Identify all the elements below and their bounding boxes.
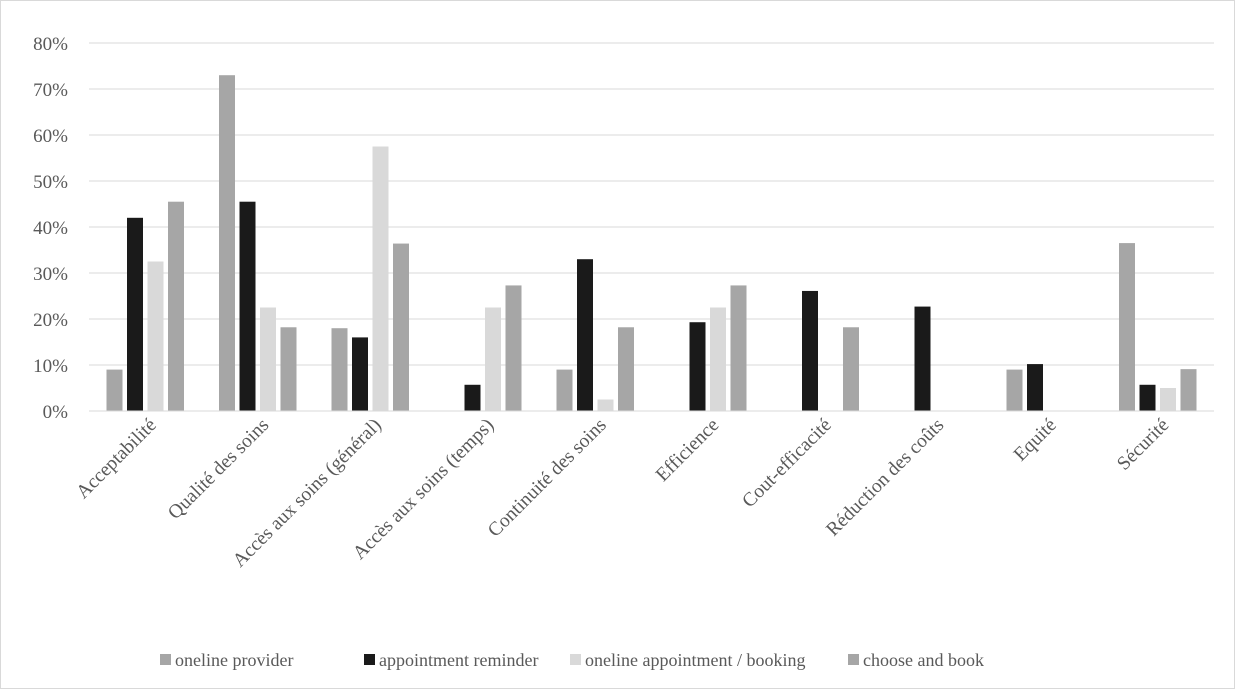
bar-oneline-provider xyxy=(106,369,123,411)
x-tick-label: Continuité des soins xyxy=(484,415,611,542)
bar-appointment-reminder xyxy=(577,259,593,411)
bar-appointment-reminder xyxy=(1027,364,1043,411)
bar-oneline-appointment-booking xyxy=(710,307,726,411)
bar-oneline-appointment-booking xyxy=(260,307,276,411)
legend-label: choose and book xyxy=(863,650,984,670)
bars xyxy=(106,75,1197,411)
x-tick-label: Sécurité xyxy=(1113,415,1173,475)
x-tick-label: Acceptabilité xyxy=(72,415,160,503)
y-tick-label: 70% xyxy=(33,80,68,101)
bar-choose-and-book xyxy=(618,327,634,411)
bar-oneline-appointment-booking xyxy=(147,261,164,411)
legend-swatch xyxy=(160,654,171,665)
bar-oneline-provider xyxy=(219,75,235,411)
y-tick-label: 10% xyxy=(33,356,68,377)
legend-label: oneline appointment / booking xyxy=(585,650,805,670)
bar-choose-and-book xyxy=(280,327,297,411)
bar-oneline-appointment-booking xyxy=(485,307,501,411)
legend-item: oneline appointment / booking xyxy=(570,650,805,670)
x-tick-label: Cout-efficacité xyxy=(738,415,835,512)
y-tick-label: 20% xyxy=(33,310,68,331)
bar-choose-and-book xyxy=(168,201,184,411)
bar-appointment-reminder xyxy=(689,322,706,411)
bar-appointment-reminder xyxy=(914,306,931,411)
bar-appointment-reminder xyxy=(239,201,256,411)
bar-choose-and-book xyxy=(393,243,409,411)
legend: oneline provider appointment reminder onel… xyxy=(160,650,984,670)
bar-oneline-provider xyxy=(1006,369,1023,411)
bar-choose-and-book xyxy=(1180,369,1197,411)
y-tick-label: 40% xyxy=(33,218,68,239)
legend-label: appointment reminder xyxy=(379,650,538,670)
x-tick-label: Equité xyxy=(1010,415,1061,466)
bar-oneline-appointment-booking xyxy=(372,146,389,411)
x-tick-label: Efficience xyxy=(652,415,723,486)
bar-oneline-provider xyxy=(1119,243,1135,411)
legend-swatch xyxy=(570,654,581,665)
bar-appointment-reminder xyxy=(352,337,368,411)
legend-item: appointment reminder xyxy=(364,650,538,670)
y-tick-label: 50% xyxy=(33,172,68,193)
bar-appointment-reminder xyxy=(802,290,818,411)
legend-label: oneline provider xyxy=(175,650,293,670)
y-tick-label: 80% xyxy=(33,34,68,55)
y-tick-label: 0% xyxy=(43,402,69,423)
legend-item: choose and book xyxy=(848,650,984,670)
bar-appointment-reminder xyxy=(464,384,481,411)
bar-oneline-appointment-booking xyxy=(597,399,614,411)
x-tick-label: Qualité des soins xyxy=(164,415,273,524)
legend-swatch xyxy=(848,654,859,665)
bar-oneline-provider xyxy=(331,328,348,411)
bar-choose-and-book xyxy=(505,285,522,411)
legend-item: oneline provider xyxy=(160,650,293,670)
bar-appointment-reminder xyxy=(127,217,143,411)
bar-choose-and-book xyxy=(843,327,859,411)
legend-swatch xyxy=(364,654,375,665)
y-tick-label: 30% xyxy=(33,264,68,285)
bar-oneline-appointment-booking xyxy=(1160,388,1176,411)
bar-appointment-reminder xyxy=(1139,384,1156,411)
y-tick-label: 60% xyxy=(33,126,68,147)
gridlines xyxy=(89,42,1214,366)
bar-oneline-provider xyxy=(556,369,573,411)
x-tick-label: Réduction des coûts xyxy=(822,415,948,541)
y-axis: 0% 10% 20% 30% 40% 50% 60% 70% 80% xyxy=(33,34,68,423)
bar-choose-and-book xyxy=(730,285,747,411)
